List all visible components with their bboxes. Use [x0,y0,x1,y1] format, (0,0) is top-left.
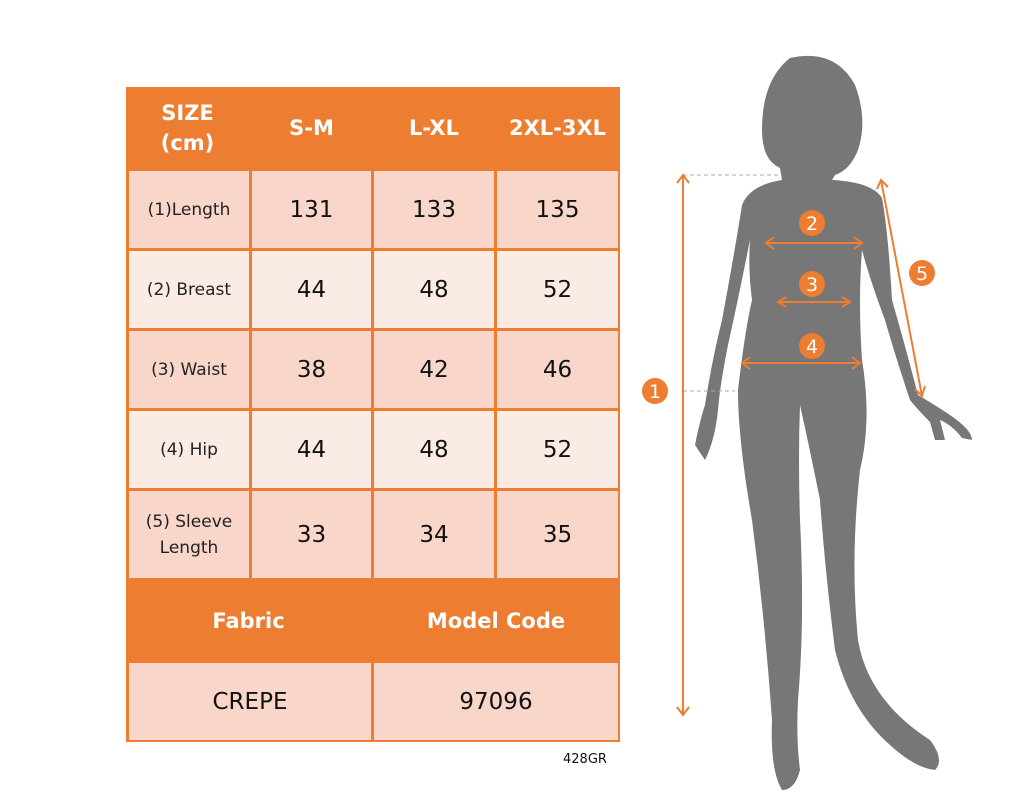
size-value: 42 [374,331,494,408]
size-value: 131 [252,171,371,248]
header-size-cm: SIZE (cm) [126,87,249,168]
size-value: 52 [497,411,618,488]
size-value: 44 [252,411,371,488]
marker-number: 4 [806,336,818,358]
model-code-value: 97096 [374,663,618,740]
header-l-xl: L-XL [374,87,494,168]
row-label: (3) Waist [129,331,249,408]
marker-circle [642,378,668,404]
size-value: 46 [497,331,618,408]
row-label: (4) Hip [129,411,249,488]
woman-silhouette [695,55,972,791]
fabric-value: CREPE [129,663,371,740]
marker-circle [799,333,825,359]
guide-lines [683,174,782,392]
marker-number: 1 [649,381,661,403]
header-s-m: S-M [252,87,371,168]
marker-number: 2 [806,213,818,235]
marker-circle [799,210,825,236]
size-value: 44 [252,251,371,328]
row-label: (2) Breast [129,251,249,328]
sleeve-arrow [880,179,923,397]
row-label: (5) Sleeve Length [129,491,249,578]
measurement-arrows [676,173,926,717]
size-value: 33 [252,491,371,578]
header-2xl-3xl: 2XL-3XL [497,87,618,168]
marker-circle [799,271,825,297]
product-code: 428GR [563,752,607,767]
header-fabric: Fabric [126,581,371,660]
size-value: 135 [497,171,618,248]
size-chart-table: SIZE (cm) S-M L-XL 2XL-3XL (1)Length 131 1… [126,87,620,742]
size-value: 48 [374,411,494,488]
size-value: 48 [374,251,494,328]
marker-circle [909,260,935,286]
measurement-markers: 1 2 3 4 5 [642,210,935,404]
row-label: (1)Length [129,171,249,248]
marker-number: 3 [806,274,818,296]
size-value: 38 [252,331,371,408]
size-value: 133 [374,171,494,248]
size-value: 52 [497,251,618,328]
size-value: 34 [374,491,494,578]
header-model-code: Model Code [374,581,618,660]
marker-number: 5 [916,263,928,285]
size-value: 35 [497,491,618,578]
